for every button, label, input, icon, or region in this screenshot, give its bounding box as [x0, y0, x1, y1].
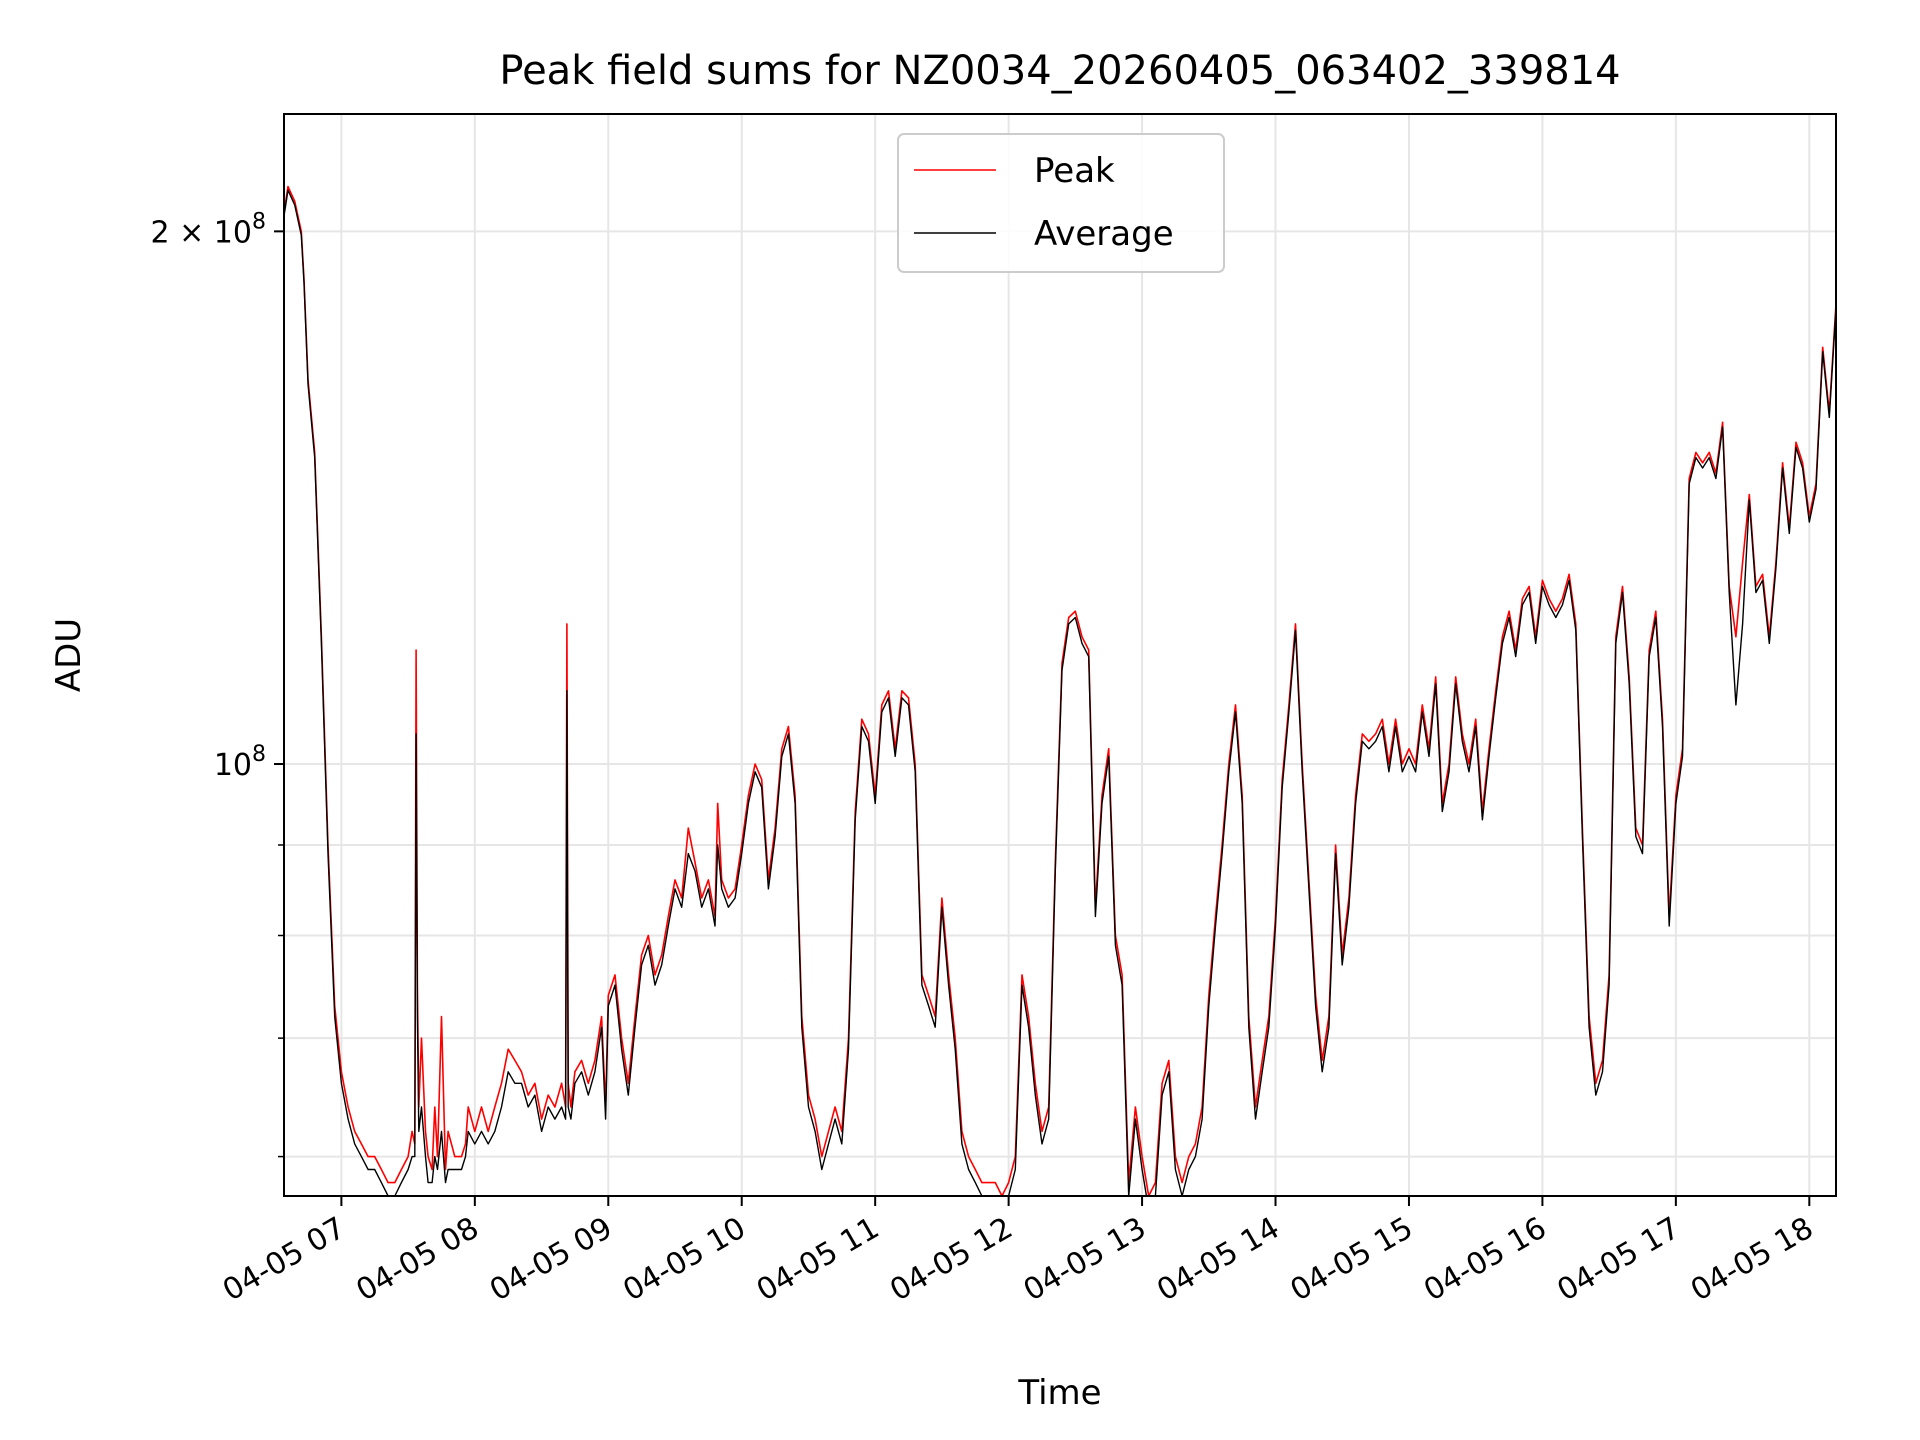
legend-box — [897, 133, 1225, 273]
legend-label-peak: Peak — [1034, 151, 1115, 191]
chart-title: Peak field sums for NZ0034_20260405_0634… — [499, 48, 1620, 94]
y-tick-label: 2 × 108 — [151, 209, 266, 250]
series-line-peak — [284, 185, 1836, 1196]
series-layer — [284, 185, 1836, 1196]
x-axis-label: Time — [1017, 1373, 1101, 1413]
plot-frame — [283, 113, 1837, 1197]
legend: Peak Average — [897, 133, 1225, 273]
series-line-average — [284, 189, 1836, 1196]
y-tick-label: 108 — [214, 742, 266, 783]
legend-label-average: Average — [1034, 214, 1174, 254]
y-axis: 108 2 × 108 — [151, 209, 284, 1158]
y-axis-label: ADU — [49, 618, 89, 692]
